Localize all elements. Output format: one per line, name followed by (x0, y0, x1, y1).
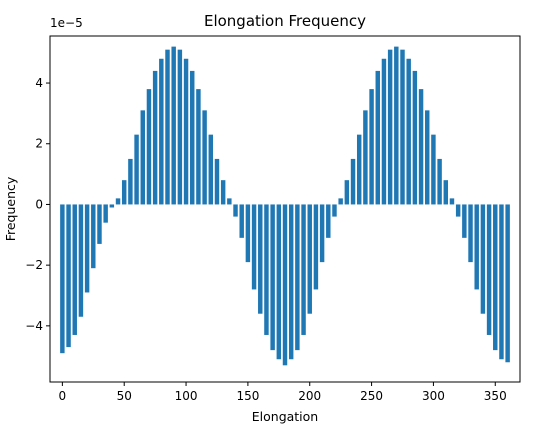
bar (214, 158, 220, 205)
y-tick-label: 0 (35, 197, 43, 211)
bar (480, 204, 486, 314)
bar (350, 158, 356, 205)
bar (66, 204, 71, 348)
bar (301, 204, 306, 335)
bar (97, 204, 102, 244)
bar (196, 89, 201, 205)
bar (190, 70, 195, 205)
x-tick-label: 200 (298, 389, 321, 403)
bar (387, 49, 393, 205)
chart-title: Elongation Frequency (204, 12, 366, 30)
x-tick-label: 250 (360, 389, 383, 403)
bar (165, 49, 170, 205)
bar (264, 204, 269, 335)
bar (220, 180, 226, 205)
bar (239, 204, 244, 238)
bar (251, 204, 257, 290)
bar (159, 58, 164, 205)
bar (103, 204, 108, 223)
bar (356, 134, 362, 205)
plot-frame (49, 35, 521, 383)
x-tick-label: 0 (59, 389, 67, 403)
bar (381, 58, 387, 205)
bar (128, 158, 133, 205)
bar (418, 89, 424, 205)
bar (455, 204, 461, 217)
bar (146, 89, 152, 205)
x-ticks: 0 50 100 150 200 250 300 350 (59, 382, 507, 403)
y-tick-label: 2 (35, 137, 43, 151)
bar (307, 204, 312, 314)
bar (332, 204, 337, 217)
bar (91, 204, 96, 269)
x-axis-label: Elongation (252, 409, 318, 424)
bar (245, 204, 251, 263)
bar (233, 204, 238, 217)
bar (72, 204, 77, 335)
bar (171, 46, 176, 205)
bar (288, 204, 294, 360)
y-tick-label: −4 (25, 319, 43, 333)
bar (499, 204, 504, 360)
bar (462, 204, 467, 238)
y-tick-label: 4 (35, 76, 43, 90)
bar (270, 204, 275, 351)
bar (449, 198, 455, 205)
bar (505, 204, 510, 363)
bar (394, 46, 399, 205)
bar (437, 158, 442, 205)
bar (78, 204, 84, 317)
bar (258, 204, 263, 314)
bar (344, 180, 350, 205)
bar (60, 204, 65, 354)
bar (443, 180, 449, 205)
bar (84, 204, 90, 293)
bar (468, 204, 473, 263)
y-tick-label: −2 (25, 258, 43, 272)
bar (134, 134, 139, 205)
x-tick-label: 300 (422, 389, 445, 403)
bar (486, 204, 492, 335)
x-tick-label: 150 (236, 389, 259, 403)
bar (177, 49, 183, 205)
bar (431, 134, 436, 205)
x-tick-label: 50 (117, 389, 132, 403)
bar (412, 70, 418, 205)
bar (109, 204, 115, 208)
bar (474, 204, 479, 290)
bars-group (60, 46, 510, 366)
bar (115, 198, 121, 205)
bar (152, 70, 158, 205)
bar (227, 198, 232, 205)
bar (400, 49, 405, 205)
bar (202, 110, 207, 205)
bar (326, 204, 331, 238)
x-tick-label: 100 (175, 389, 198, 403)
y-axis-label: Frequency (3, 176, 18, 241)
y-ticks: −4 −2 0 2 4 (25, 76, 50, 333)
bar (406, 58, 411, 205)
y-offset-label: 1e−5 (50, 16, 83, 30)
bar (276, 204, 282, 360)
bar (295, 204, 300, 351)
x-tick-label: 350 (484, 389, 507, 403)
bar (140, 110, 145, 205)
bar (369, 89, 374, 205)
bar (183, 58, 189, 205)
bar (319, 204, 325, 263)
bar (493, 204, 498, 351)
bar (121, 180, 127, 205)
bar (425, 110, 430, 205)
bar (363, 110, 368, 205)
bar (208, 134, 214, 205)
bar (313, 204, 319, 290)
bar (282, 204, 288, 366)
bar (375, 70, 380, 205)
bar (338, 198, 343, 205)
